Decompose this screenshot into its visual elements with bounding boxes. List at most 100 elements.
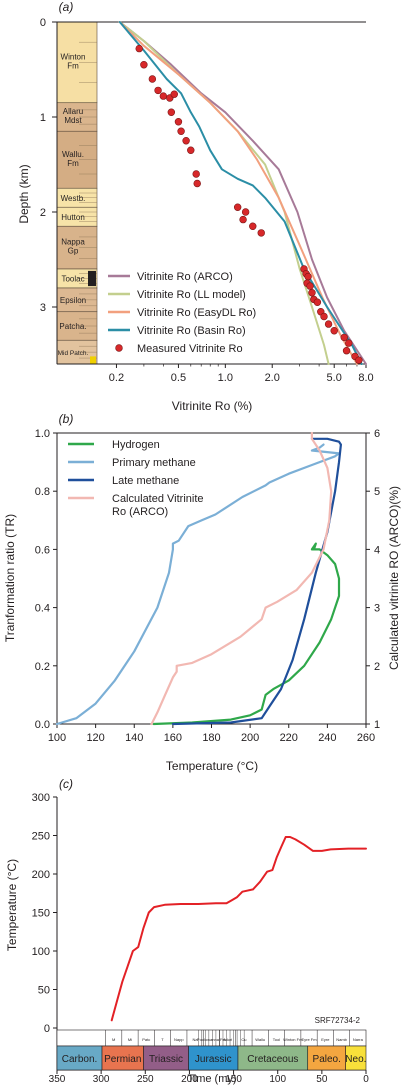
panel-b-ytick-label: 0.4 [35, 603, 50, 615]
panel-c-ytick-label: 250 [32, 831, 50, 843]
panel-a-xtick-label: 0.5 [171, 372, 186, 384]
panel-b-ytick-right-label: 1 [374, 719, 380, 731]
formation-label-6: Poolowanna Fm [197, 1037, 227, 1042]
panel-a-measured-point [182, 137, 190, 145]
panel-a-measured-point [135, 44, 143, 53]
panel-a-series-line-0 [118, 21, 367, 365]
panel-b-xtick-label: 260 [357, 732, 375, 744]
formation-label-12: Eyre Fm [301, 1037, 317, 1042]
panel-b-xtick-label: 120 [86, 732, 104, 744]
formation-label-11: Winton Fm [283, 1037, 303, 1042]
panel-a-series-line-3 [118, 21, 363, 365]
panel-b-ytick-label: 1.0 [35, 428, 50, 440]
panel-b-series-line-3 [150, 431, 333, 726]
panel-a-measured-point [193, 179, 201, 188]
panel-b-ylabel-right: Calculated vitrinite RO (ARCO)(%) [387, 486, 401, 670]
panel-a-legend-label-3: Vitrinite Ro (Basin Ro) [137, 325, 246, 337]
panel-a-legend-label-1: Vitrinite Ro (LL model) [137, 289, 246, 301]
panel-a-measured-point [239, 215, 247, 224]
panel-a-measured-point [340, 333, 348, 342]
strat-label-6: Toolac [61, 275, 84, 284]
panel-c-xtick-label: 200 [181, 1074, 198, 1085]
panel-a-measured-point [308, 289, 316, 297]
panel-c-ytick-label: 150 [32, 908, 50, 920]
period-block-2 [143, 1045, 189, 1071]
panel-b-legend-label-3: Calculated Vitrinite Ro (ARCO) [112, 493, 204, 518]
strat-label-8: Patcha. [59, 322, 86, 331]
panel-a-measured-point [233, 203, 242, 211]
period-label-0: Carbon. [62, 1054, 98, 1065]
strat-label-7: Epsilon [60, 296, 86, 305]
period-label-6: Neo. [345, 1054, 366, 1065]
panel-a-measured-point [355, 356, 363, 364]
panel-a-measured-point [170, 90, 178, 98]
panel-b-ytick-right-label: 5 [374, 486, 380, 498]
panel-a-measured-point [140, 61, 148, 69]
panel-b-xtick-label: 100 [48, 732, 66, 744]
panel-b-ytick-right-label: 4 [374, 544, 380, 556]
period-block-6 [345, 1045, 367, 1071]
panel-a-measured-point [342, 347, 351, 355]
period-block-0 [56, 1045, 103, 1071]
strat-label-3: Westb. [61, 194, 86, 203]
panel-c-annotation: SRF72734-2 [315, 1016, 361, 1025]
panel-b-frame [56, 432, 367, 725]
panel-a-measured-point [192, 170, 200, 178]
panel-c-xtick-label: 150 [225, 1074, 242, 1085]
panel-c-ytick-label: 300 [32, 792, 50, 804]
formation-label-5: Na [193, 1037, 199, 1042]
panel-a-measured-point [167, 108, 176, 116]
panel-a-ytick-label: 3 [40, 302, 46, 314]
panel-a-measured-point [174, 118, 183, 126]
panel-a-legend-label-0: Vitrinite Ro (ARCO) [137, 271, 233, 283]
panel-b-xtick-label: 220 [280, 732, 298, 744]
panel-a-measured-point [249, 222, 257, 230]
formation-label-8: Cu [241, 1037, 246, 1042]
strat-coal-band [88, 270, 96, 287]
formation-label-10: Tool [273, 1037, 280, 1042]
panel-c-xtick-label: 0 [363, 1074, 369, 1085]
panel-b-ytick-right-label: 2 [374, 661, 380, 673]
strat-label-5: Nappa Gp [61, 238, 85, 256]
panel-a-measured-point [313, 298, 322, 306]
panel-a-measured-point [345, 339, 353, 347]
panel-a-xtick-label: 0.2 [109, 372, 124, 384]
panel-c-xtick-label: 100 [269, 1074, 286, 1085]
formation-label-1: Mi [128, 1037, 132, 1042]
panel-b-ytick-right-label: 3 [374, 603, 380, 615]
panel-b-series-line-1 [55, 443, 341, 726]
formation-label-9: Wallu [255, 1037, 265, 1042]
panel-a-measured-point [177, 127, 185, 135]
panel-b-series-line-2 [171, 437, 342, 726]
panel-a-legend-label-2: Vitrinite Ro (EasyDL Ro) [137, 307, 256, 319]
panel-b-xtick-label: 200 [241, 732, 259, 744]
strat-label-9: Mid Patch. [58, 350, 89, 357]
strat-label-0: Winton Fm [61, 52, 86, 70]
panel-b-xtick-label: 240 [318, 732, 336, 744]
panel-a-measured-point [306, 282, 314, 290]
panel-b-xlabel: Temperature (°C) [166, 759, 258, 773]
period-label-2: Triassic [149, 1054, 183, 1065]
panel-b-ytick-label: 0.0 [35, 719, 50, 731]
formation-label-13: Eyre [321, 1037, 330, 1042]
panel-c-series-line-0 [110, 836, 367, 1022]
panel-a-measured-point [187, 146, 195, 154]
panel-a-xtick-label: 2.0 [265, 372, 280, 384]
panel-a-legend-label-4: Measured Vitrinite Ro [137, 343, 243, 355]
panel-c-xlabel: Time (my) [187, 1073, 236, 1085]
panel-a-measured-point [324, 320, 333, 328]
panel-b-ytick-right-label: 6 [374, 428, 380, 440]
formation-label-14: Namb [336, 1037, 347, 1042]
panel-a-measured-point [304, 272, 312, 281]
panel-a-ytick-label: 0 [40, 17, 46, 29]
panel-c-ytick-label: 50 [38, 985, 50, 997]
panel-b-xtick-label: 180 [202, 732, 220, 744]
panel-a-ytick-label: 2 [40, 207, 46, 219]
panel-a-measured-point [320, 312, 328, 321]
period-label-1: Permian [104, 1054, 141, 1065]
period-label-5: Paleo. [313, 1054, 341, 1065]
period-block-4 [237, 1045, 309, 1071]
panel-a-xlabel: Vitrinite Ro (%) [172, 399, 252, 413]
panel-c-xtick-label: 350 [49, 1074, 66, 1085]
